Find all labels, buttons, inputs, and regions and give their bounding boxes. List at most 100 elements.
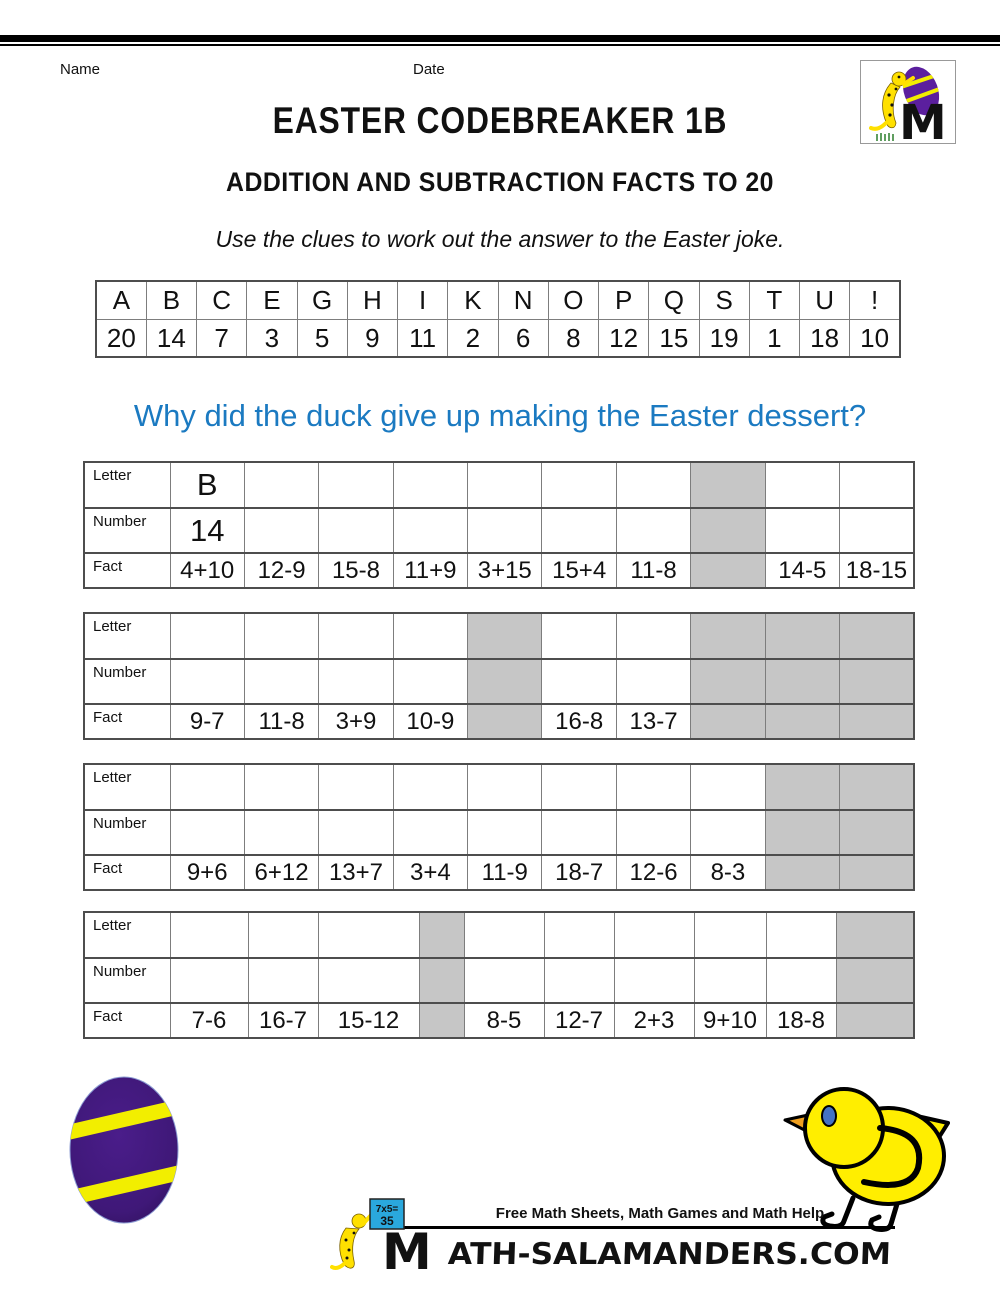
date-label: Date [413,61,445,78]
code-number-cell: 14 [145,319,198,358]
letter-answer-cell [541,763,617,811]
fact-value-cell: 7-6 [169,1002,249,1039]
name-label: Name [60,61,101,78]
code-number-cell: 15 [648,319,700,358]
fact-value-cell: 10-9 [392,703,469,740]
joke-question: Why did the duck give up making the East… [133,398,867,433]
letter-answer-cell [318,461,394,509]
number-value-cell: 14 [169,507,245,554]
code-number-cell: 2 [447,319,499,358]
fact-row-label: Fact [83,854,171,891]
code-number-cell: 8 [547,319,600,358]
number-answer-cell [243,507,320,554]
letter-answer-cell [613,911,695,959]
letter-row-label: Letter [83,911,171,959]
letter-answer-cell [243,461,320,509]
footer-tagline: Free Math Sheets, Math Games and Math He… [496,1205,824,1222]
letter-answer-cell [317,911,420,959]
number-answer-cell [243,809,320,856]
number-answer-cell [615,658,692,705]
blocked-cell [690,552,766,589]
fact-value-cell: 16-8 [541,703,617,740]
letter-answer-cell [693,911,767,959]
chick-wing [861,1125,923,1188]
blocked-cell [690,658,766,705]
fact-row-label: Fact [83,552,171,589]
blocked-cell [764,763,841,811]
code-number-cell: 20 [95,319,147,358]
letter-answer-cell [243,763,320,811]
chick-head [803,1087,885,1169]
number-answer-cell [541,658,617,705]
letter-answer-cell [764,461,841,509]
letter-row-label: Letter [83,763,171,811]
footer-wordmark: ATH-SALAMANDERS.COM [447,1237,891,1272]
code-number-cell: 5 [296,319,348,358]
number-answer-cell [541,507,617,554]
fact-value-cell: 12-9 [243,552,320,589]
blocked-cell [690,507,766,554]
number-answer-cell [392,658,469,705]
letter-answer-cell [839,461,915,509]
number-answer-cell [693,957,767,1004]
fact-value-cell: 18-8 [765,1002,837,1039]
logo-salamander-tail [869,121,888,131]
code-letter-cell: I [396,280,449,320]
fact-value-cell: 13+7 [318,854,394,891]
letter-answer-cell [541,612,617,660]
number-answer-cell [839,507,915,554]
fact-value-cell: 3+9 [318,703,394,740]
top-rule-thick [0,35,1000,42]
blocked-cell [839,612,915,660]
fact-value-cell: 8-5 [463,1002,545,1039]
blocked-cell [690,461,766,509]
fact-value-cell: 2+3 [613,1002,695,1039]
page-title: EASTER CODEBREAKER 1B [272,100,728,141]
blocked-cell [764,854,841,891]
number-row-label: Number [83,809,171,856]
fact-value-cell: 15-8 [318,552,394,589]
blocked-cell [418,1002,465,1039]
footer-logo: Free Math Sheets, Math Games and Math He… [330,1198,895,1274]
code-number-cell: 10 [849,319,901,358]
number-row-label: Number [83,658,171,705]
fact-value-cell: 11+9 [392,552,469,589]
code-number-cell: 3 [246,319,298,358]
fact-value-cell: 9-7 [169,703,245,740]
chick-eye [821,1105,837,1127]
number-answer-cell [615,809,692,856]
letter-value-cell: B [169,461,245,509]
fact-value-cell: 15-12 [317,1002,420,1039]
footer-rule [398,1226,895,1229]
number-answer-cell [243,658,320,705]
number-row-label: Number [83,957,171,1004]
salamander-logo: M [860,60,956,151]
number-answer-cell [613,957,695,1004]
blocked-cell [764,703,841,740]
number-answer-cell [543,957,615,1004]
blocked-cell [418,957,465,1004]
letter-answer-cell [318,612,394,660]
code-letter-cell: O [547,280,600,320]
blocked-cell [839,809,915,856]
code-letter-cell: P [597,280,650,320]
number-answer-cell [318,658,394,705]
fact-value-cell: 3+4 [392,854,469,891]
easter-egg-image [69,1076,179,1224]
letter-answer-cell [392,763,469,811]
number-answer-cell [467,507,543,554]
answer-table-2: Letter Number Fact 9-7 11-8 3+9 10-9 16-8 13-7 [83,612,915,740]
number-row-label: Number [83,507,171,554]
fact-value-cell: 11-8 [615,552,692,589]
number-answer-cell [169,658,245,705]
blocked-cell [467,703,543,740]
number-answer-cell [467,809,543,856]
letter-answer-cell [247,911,319,959]
number-answer-cell [541,809,617,856]
code-number-cell: 9 [346,319,399,358]
code-letter-cell: H [346,280,399,320]
fact-value-cell: 16-7 [247,1002,319,1039]
number-answer-cell [317,957,420,1004]
fact-value-cell: 11-9 [467,854,543,891]
code-key-table: A B C E G H I K N O P Q S T U! 20 14 7 3 5 9 11 2 6 8 12 15 19 1 18 10 [95,280,901,358]
